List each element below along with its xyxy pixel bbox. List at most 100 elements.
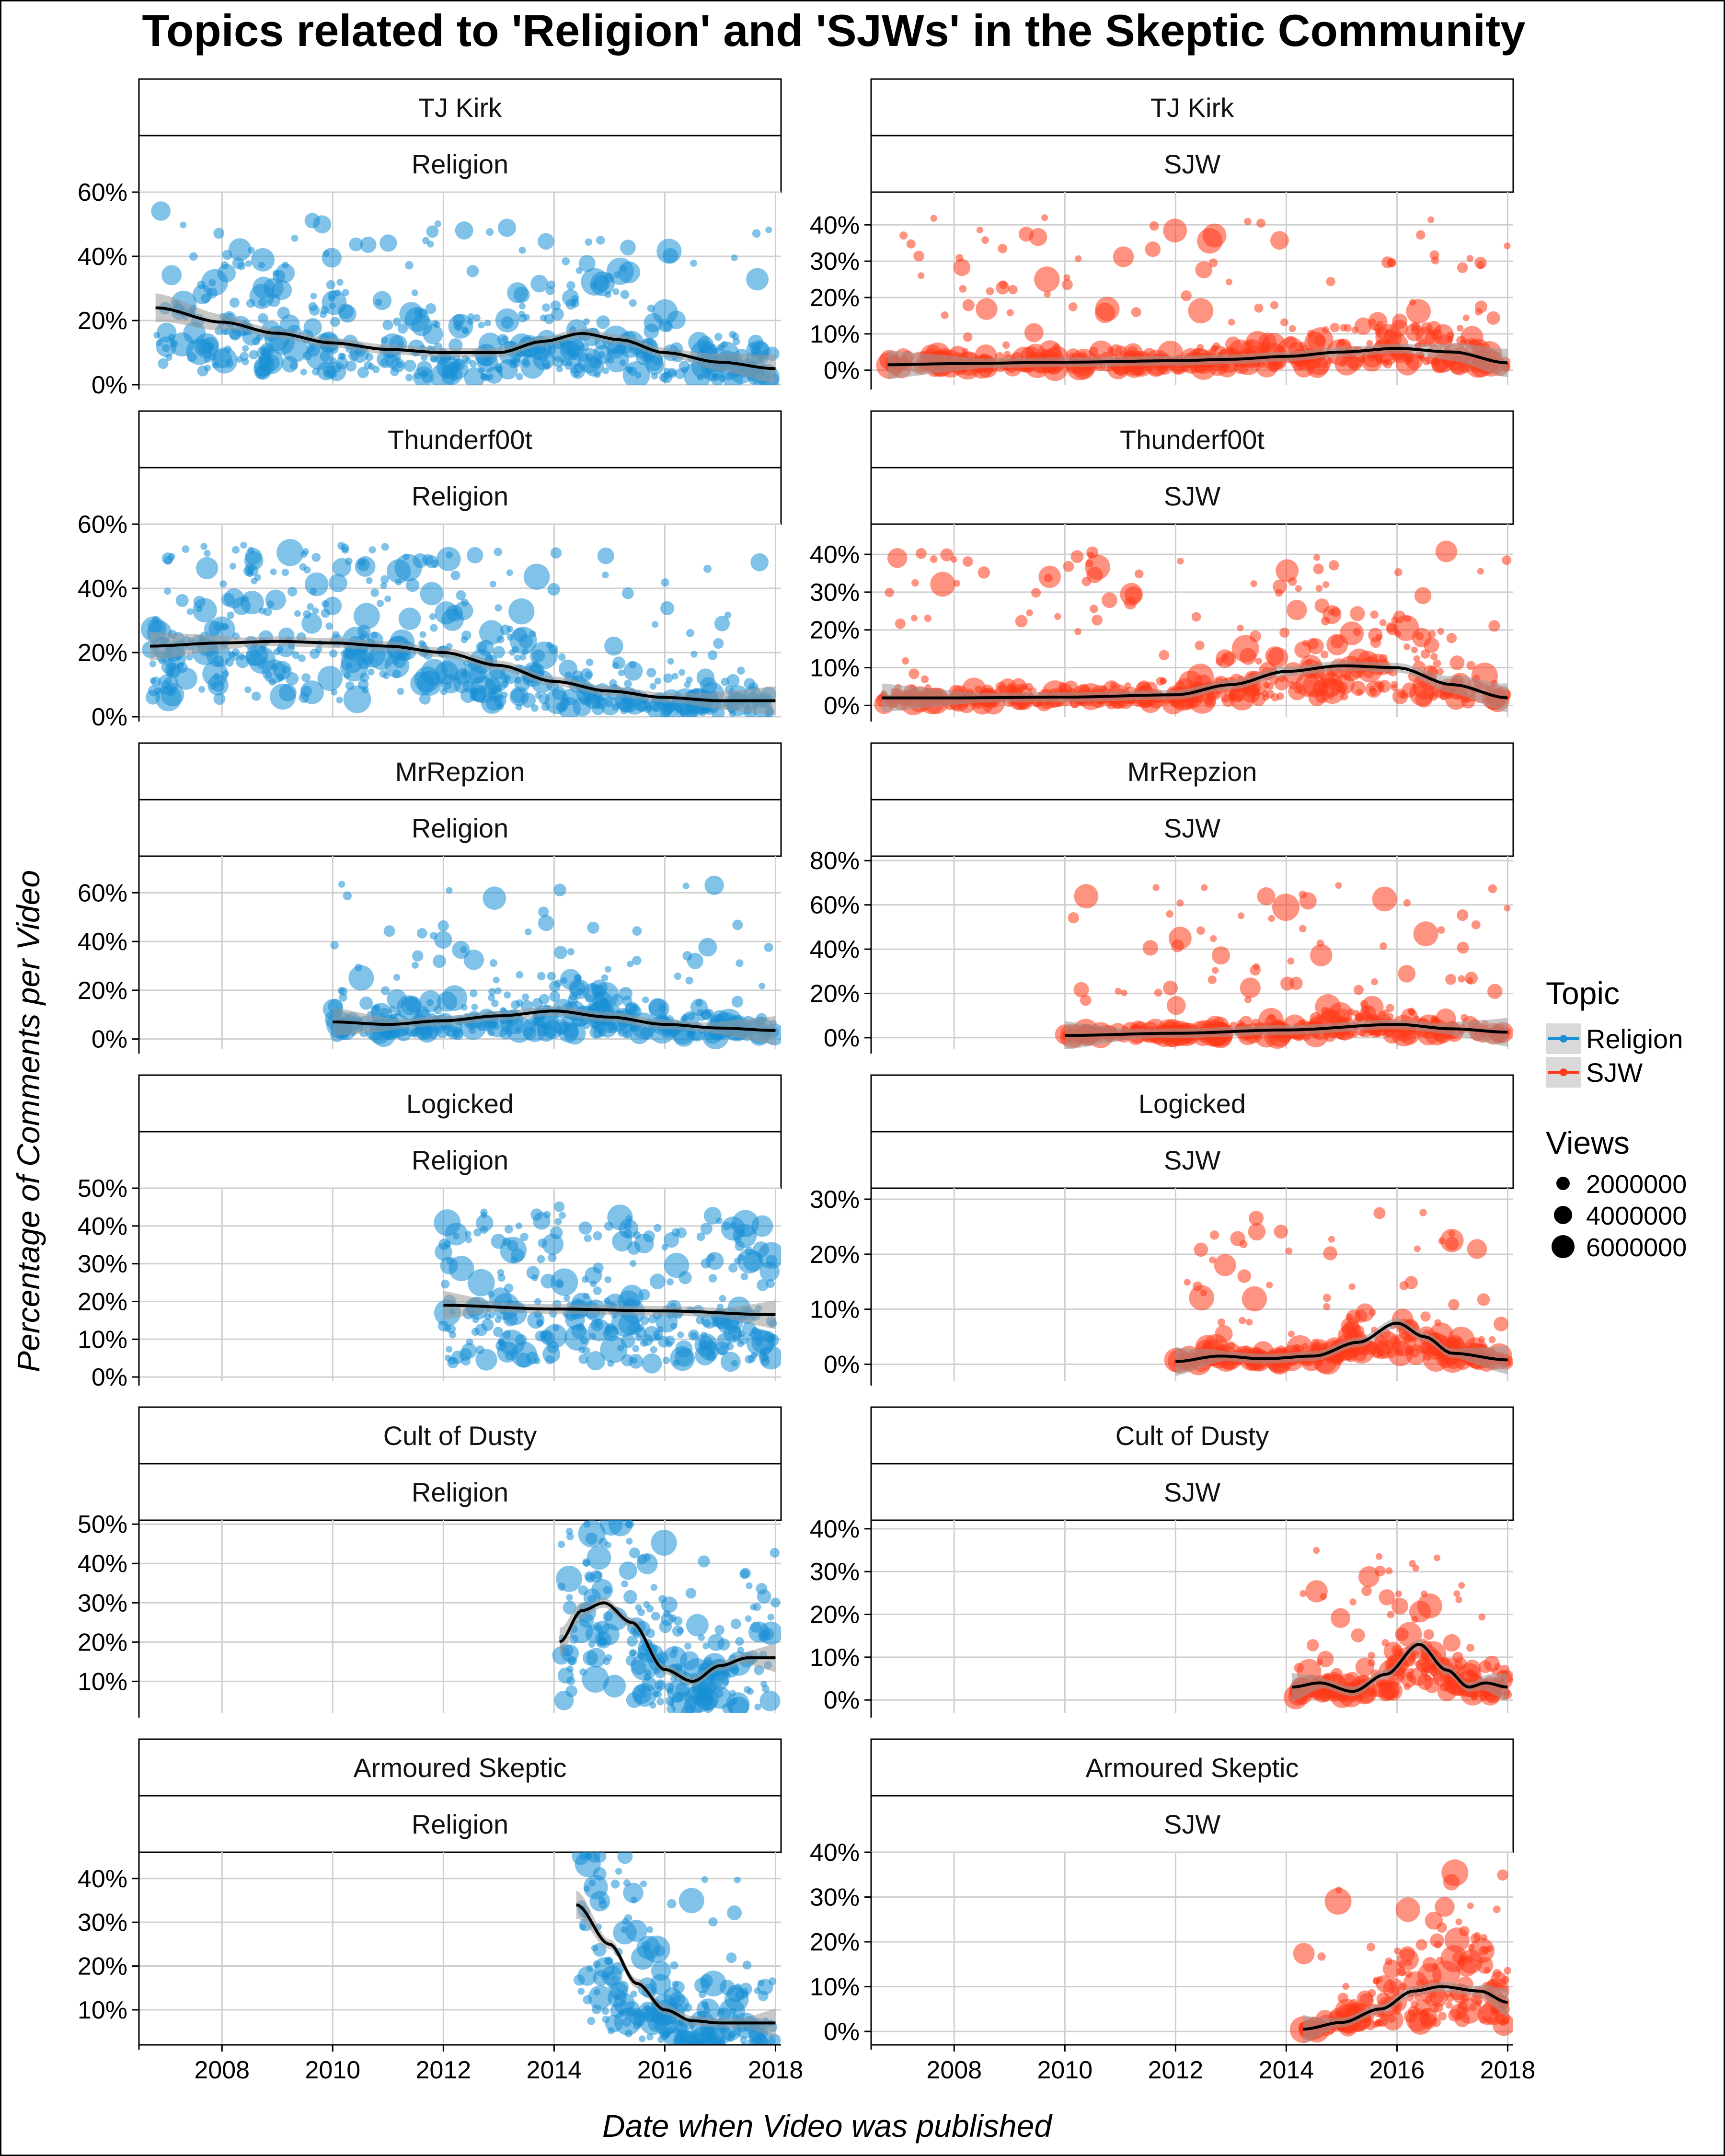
data-point <box>1285 1247 1293 1255</box>
data-point <box>601 974 609 982</box>
data-point <box>1415 1939 1427 1951</box>
data-point <box>1385 329 1392 336</box>
data-point <box>496 702 504 710</box>
data-point <box>1467 1239 1487 1259</box>
data-point <box>582 1347 591 1355</box>
data-point <box>899 231 908 240</box>
data-point <box>586 658 594 666</box>
data-point <box>329 649 338 658</box>
data-point <box>1428 630 1436 638</box>
data-point <box>158 358 169 369</box>
data-point <box>1315 585 1323 592</box>
data-point <box>746 1582 753 1589</box>
data-point <box>578 255 596 272</box>
data-point <box>559 659 577 678</box>
data-point <box>685 976 693 985</box>
data-point <box>1328 560 1339 571</box>
data-point <box>552 1646 571 1665</box>
data-point <box>930 555 938 563</box>
data-point <box>511 645 519 654</box>
data-point <box>770 1334 777 1341</box>
data-point <box>497 333 509 346</box>
data-point <box>506 625 514 632</box>
data-point <box>531 704 539 712</box>
data-point <box>1401 1672 1416 1688</box>
data-point <box>630 1896 638 1904</box>
y-tick-label: 20% <box>810 284 860 312</box>
data-point <box>336 279 344 286</box>
data-point <box>494 987 502 995</box>
scatter-points <box>1289 1859 1513 2043</box>
data-point <box>1457 909 1469 921</box>
data-point <box>910 615 918 622</box>
data-point <box>201 293 211 303</box>
confidence-band <box>559 1598 776 1686</box>
data-point <box>198 686 206 693</box>
data-point <box>187 352 197 362</box>
facet-strip-topic <box>870 1795 1514 1853</box>
facet-strip-topic <box>870 467 1514 525</box>
data-point <box>624 2030 633 2038</box>
data-point <box>537 972 546 981</box>
data-point <box>518 314 527 323</box>
data-point <box>558 653 566 661</box>
data-point <box>588 1985 613 2010</box>
data-point <box>514 654 521 661</box>
data-point <box>1239 1317 1246 1324</box>
x-tick-label: 2014 <box>1259 2056 1314 2084</box>
data-point <box>1395 1590 1402 1597</box>
data-point <box>640 1881 647 1888</box>
data-point <box>229 329 242 341</box>
data-point <box>156 336 177 357</box>
data-point <box>1488 620 1500 632</box>
y-tick-label: 0% <box>824 357 860 385</box>
data-point <box>620 2000 627 2007</box>
data-point <box>360 236 377 253</box>
data-point <box>330 317 340 327</box>
data-point <box>294 610 301 617</box>
data-point <box>682 883 690 890</box>
data-point <box>644 705 652 713</box>
data-point <box>1260 340 1268 348</box>
data-point <box>589 1332 597 1340</box>
y-tick-label: 40% <box>78 575 127 603</box>
data-point <box>547 972 556 981</box>
data-point <box>751 1327 759 1334</box>
x-tick-label: 2018 <box>1480 2056 1536 2084</box>
data-point <box>319 310 327 318</box>
data-point <box>357 367 369 378</box>
data-point <box>418 640 426 647</box>
data-point <box>579 352 589 362</box>
data-point <box>338 881 345 888</box>
data-point <box>762 1685 770 1693</box>
data-point <box>1322 581 1330 588</box>
data-point <box>1347 1009 1355 1016</box>
data-point <box>1430 1933 1444 1948</box>
data-point <box>1441 1859 1469 1886</box>
data-point <box>483 886 506 910</box>
data-point <box>329 302 336 310</box>
data-point <box>996 281 1010 295</box>
data-point <box>219 580 227 588</box>
y-tick-label: 50% <box>78 1175 127 1203</box>
data-point <box>1152 884 1160 891</box>
data-point <box>182 545 190 553</box>
data-point <box>1314 361 1322 369</box>
data-point <box>1403 899 1411 907</box>
data-point <box>434 220 441 228</box>
data-point <box>1497 1869 1508 1881</box>
data-point <box>702 2002 709 2009</box>
data-point <box>625 1520 634 1529</box>
data-point <box>1299 925 1307 932</box>
facet-topic-label: SJW <box>1164 1809 1220 1839</box>
data-point <box>699 1340 719 1361</box>
data-point <box>610 1880 620 1889</box>
data-point <box>175 667 197 690</box>
data-point <box>1092 614 1103 626</box>
data-point <box>659 1620 672 1633</box>
data-point <box>711 1320 718 1327</box>
data-point <box>1486 311 1500 325</box>
